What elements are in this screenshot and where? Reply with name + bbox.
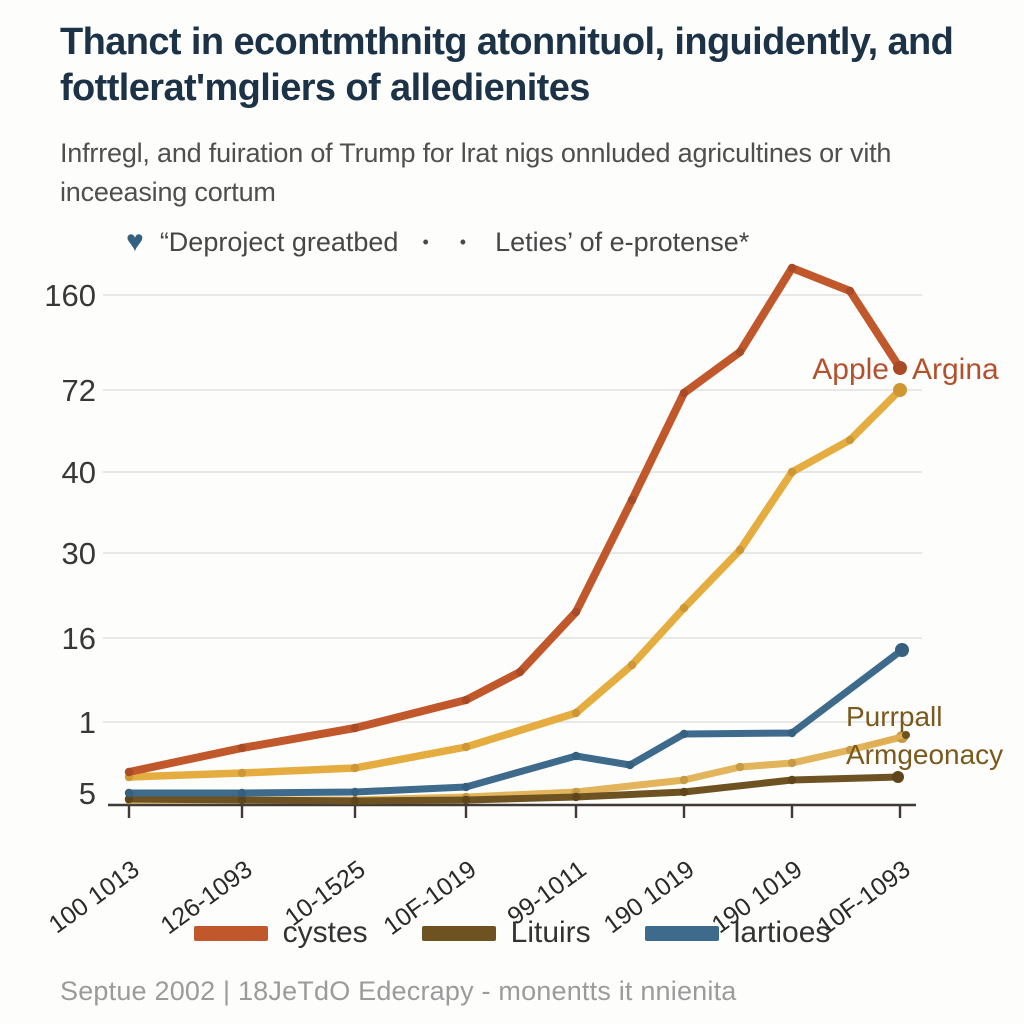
series-point-gold <box>461 742 471 752</box>
series-point-lartioes <box>571 751 581 761</box>
series-point-gold <box>679 603 689 613</box>
series-point-Lituirs <box>461 795 471 805</box>
series-point-lartioes <box>679 729 689 739</box>
legend-item-lituirs: Lituirs <box>421 916 591 950</box>
legend-label-lartioes: lartioes <box>733 916 831 949</box>
series-point-lartioes <box>350 787 360 797</box>
series-line-cystes <box>125 264 904 776</box>
series-point-cystes <box>461 695 471 705</box>
series-point-cystes <box>515 667 525 677</box>
series-point-cystes <box>237 743 247 753</box>
annotation-armgeonacy: Armgeonacy <box>846 739 1003 770</box>
series-point-lartioes <box>237 788 247 798</box>
series-endpoint-Armgeonacy-dash <box>902 731 910 739</box>
dot-separator: • • <box>422 231 480 252</box>
series-point-cystes <box>124 767 134 777</box>
series-point-Armgeonacy <box>845 745 855 755</box>
top-legend-label-b: Leties’ of e-protense* <box>495 226 750 257</box>
series-point-Lituirs <box>124 794 134 804</box>
series-point-lartioes <box>124 788 134 798</box>
series-point-cystes <box>735 347 745 357</box>
y-axis-label: 16 <box>62 621 96 656</box>
series-point-lartioes <box>461 782 471 792</box>
legend-item-cystes: cystes <box>193 916 368 950</box>
heart-icon: ♥ <box>126 225 144 258</box>
series-point-Lituirs <box>679 787 689 797</box>
series-point-lartioes <box>625 760 635 770</box>
top-legend-label-a: “Deproject greatbed <box>159 226 399 257</box>
y-axis-label: 160 <box>44 278 96 313</box>
top-legend: ♥ “Deproject greatbed • • Leties’ of e-p… <box>126 224 749 260</box>
series-point-Lituirs <box>350 796 360 806</box>
series-point-cystes <box>679 388 689 398</box>
y-axis-label: 40 <box>62 455 96 490</box>
series-point-lartioes <box>787 728 797 738</box>
legend-swatch-lartioes <box>644 925 719 941</box>
series-point-Armgeonacy <box>735 762 745 772</box>
y-axis-label: 30 <box>62 536 96 571</box>
legend-label-cystes: cystes <box>282 916 368 949</box>
series-point-cystes <box>787 263 797 273</box>
legend-label-lituirs: Lituirs <box>510 916 591 949</box>
y-axis-label: 1 <box>79 705 96 740</box>
page-subtitle: Infrregl, and fuiration of Trump for lra… <box>60 138 892 208</box>
series-point-gold <box>627 660 637 670</box>
series-point-gold <box>787 467 797 477</box>
annotation-purrpall: Purrpall <box>846 701 942 732</box>
series-line-gold <box>125 386 904 781</box>
series-point-gold <box>237 768 247 778</box>
source-footer: Septue 2002 | 18JeTdO Edecrapy - monentt… <box>60 976 737 1006</box>
y-axis-label: 72 <box>62 373 96 408</box>
annotation-argina: Argina <box>912 353 999 386</box>
series-point-Armgeonacy <box>787 758 797 768</box>
series-point-cystes <box>350 723 360 733</box>
series-point-gold <box>350 763 360 773</box>
series-point-cystes <box>571 607 581 617</box>
series-line-Armgeonacy-dash <box>863 732 909 749</box>
y-axis-label: 5 <box>79 776 96 811</box>
series-line-Lituirs <box>125 773 902 805</box>
annotation-apple: Apple <box>812 353 889 386</box>
series-point-Lituirs <box>787 775 797 785</box>
bottom-legend: cystes Lituirs lartioes <box>0 916 1024 950</box>
legend-item-lartioes: lartioes <box>644 916 831 950</box>
series-point-Lituirs <box>571 792 581 802</box>
series-point-cystes <box>845 286 855 296</box>
series-point-Lituirs <box>237 795 247 805</box>
page-title: Thanct in econtmthnitg atonnituol, ingui… <box>60 21 954 109</box>
series-point-Armgeonacy <box>679 775 689 785</box>
series-endpoint-gold <box>893 383 907 397</box>
series-endpoint-lartioes <box>895 643 909 657</box>
series-point-gold <box>735 545 745 555</box>
series-point-cystes <box>627 495 637 505</box>
series-point-gold <box>571 708 581 718</box>
series-endpoint-cystes <box>893 361 907 375</box>
series-endpoint-Lituirs <box>892 771 904 783</box>
legend-swatch-cystes <box>193 925 268 941</box>
series-point-gold <box>845 435 855 445</box>
legend-swatch-lituirs <box>421 925 496 941</box>
